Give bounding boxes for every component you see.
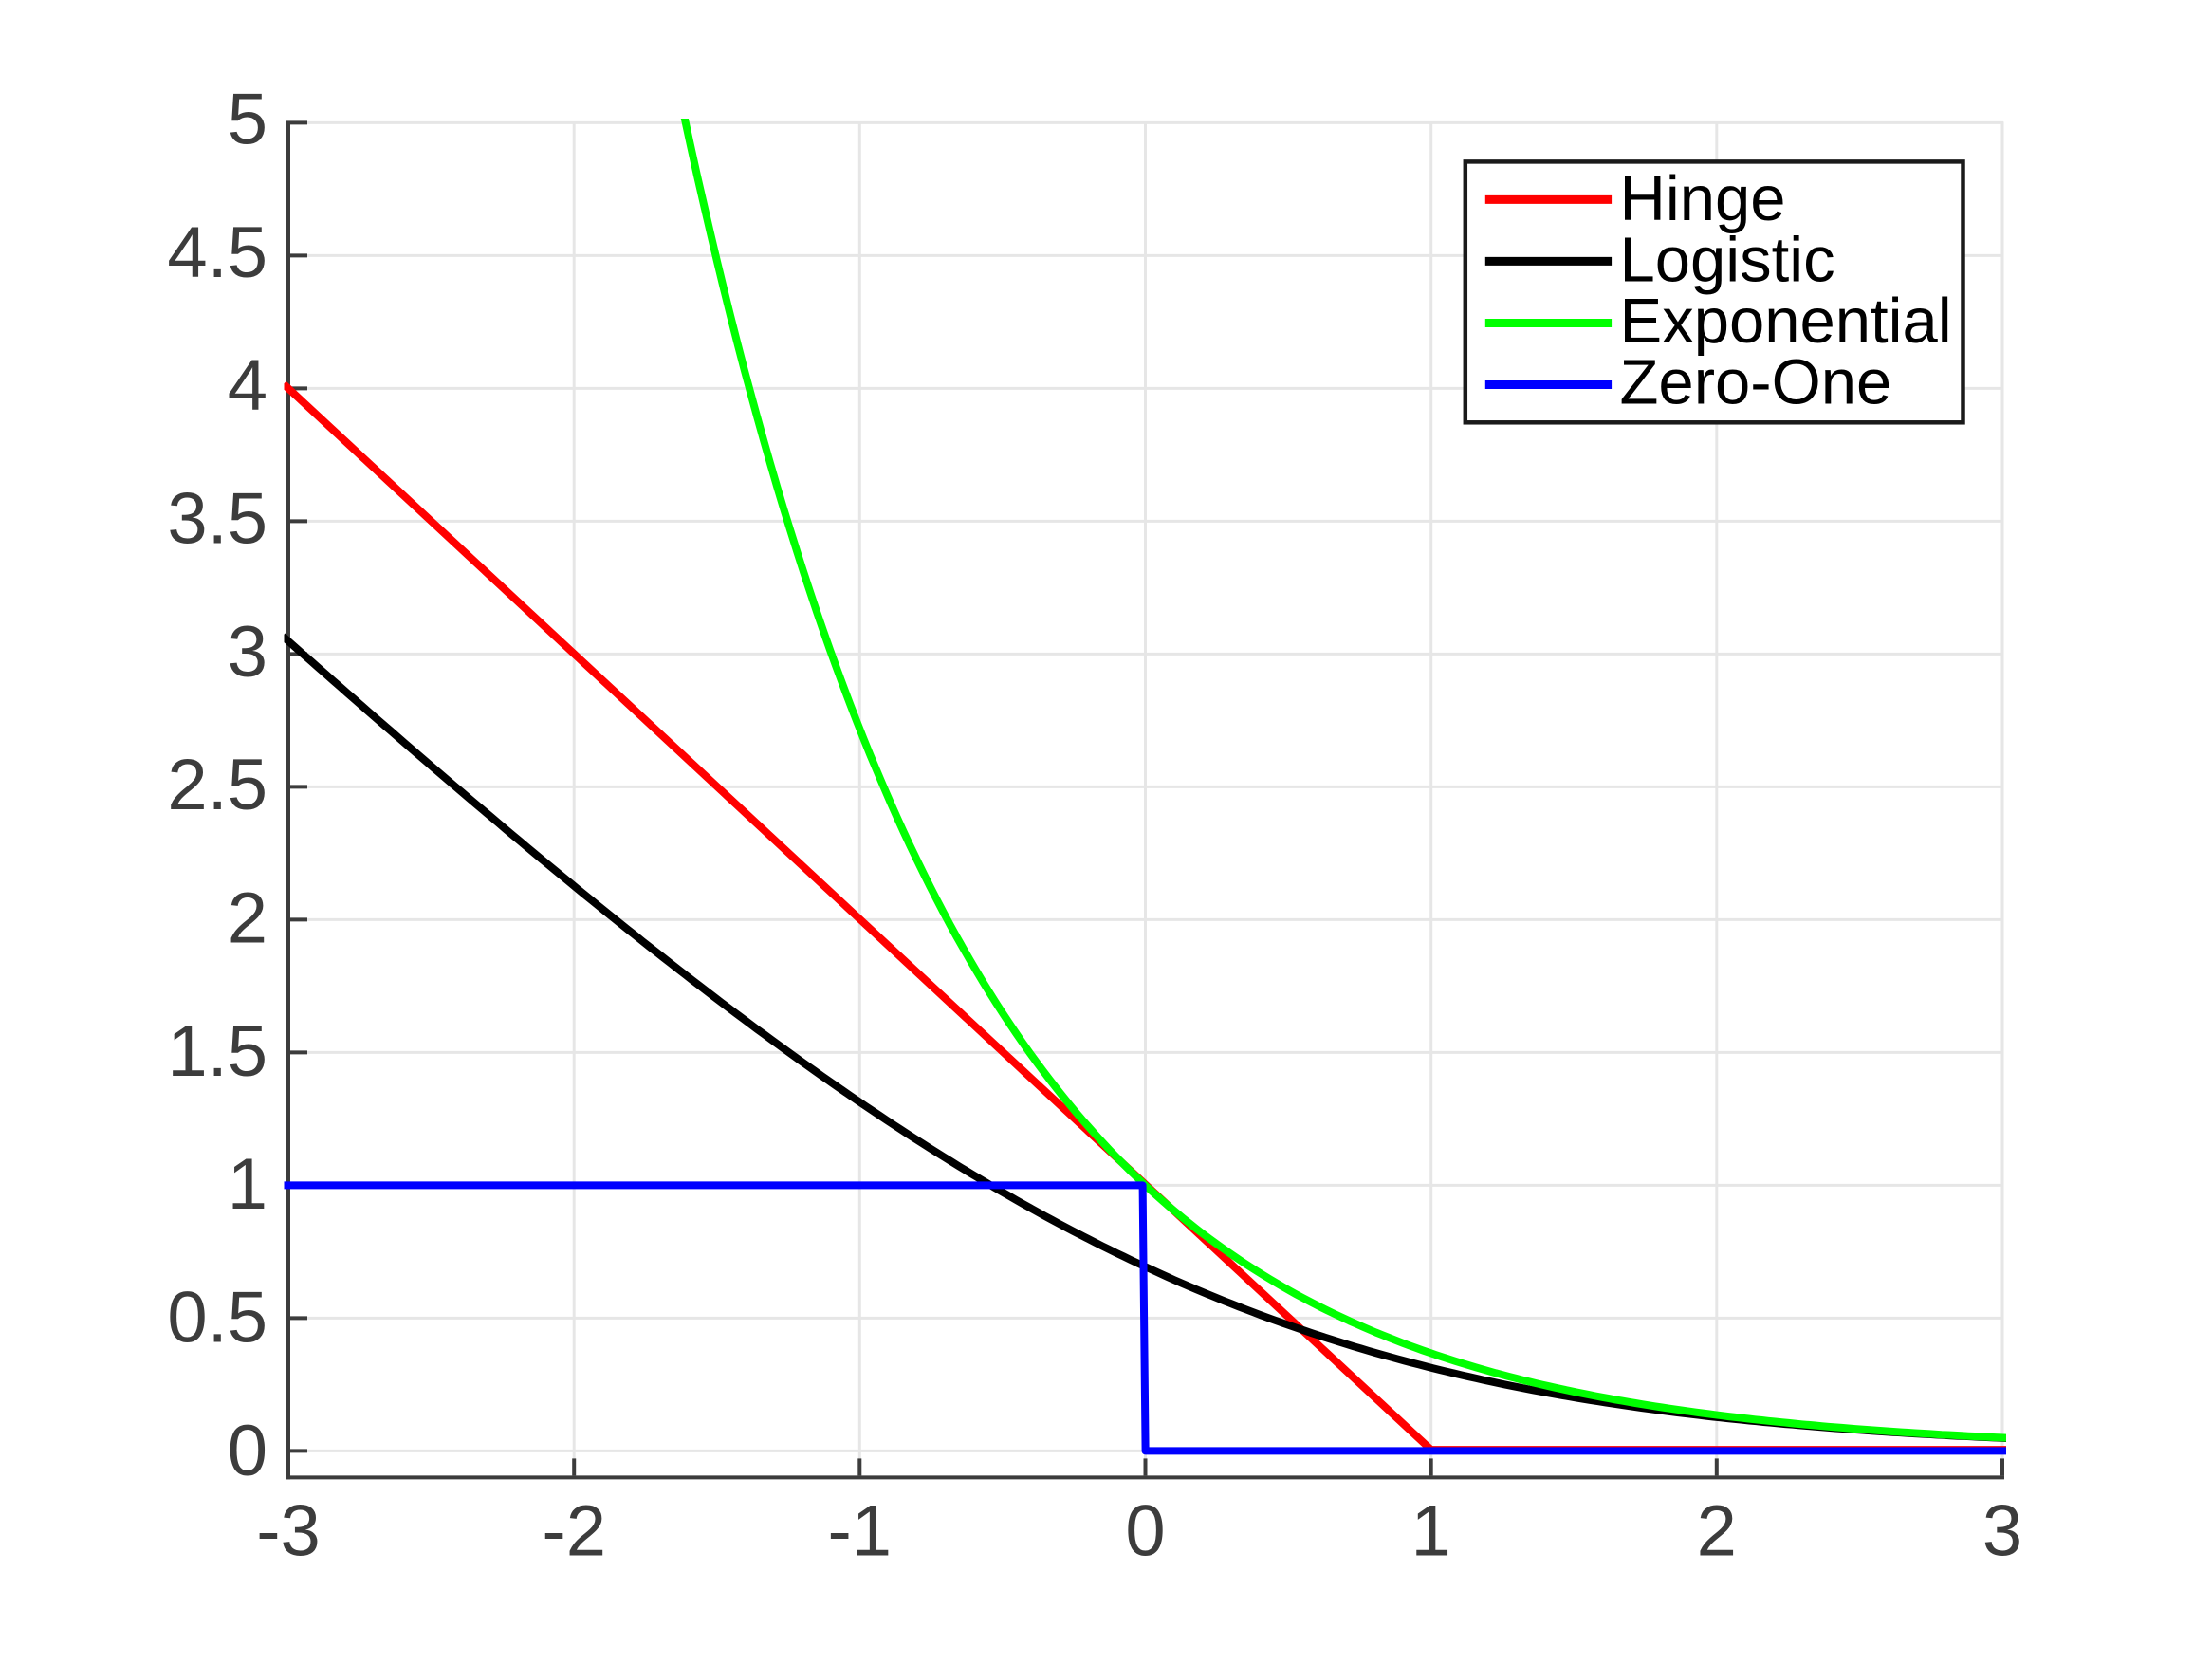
svg-text:Exponential: Exponential xyxy=(1620,286,1952,357)
svg-text:Zero-One: Zero-One xyxy=(1620,346,1892,417)
svg-text:3: 3 xyxy=(1982,1491,2022,1572)
svg-text:2.5: 2.5 xyxy=(167,745,267,825)
svg-text:0: 0 xyxy=(228,1411,267,1491)
svg-text:-2: -2 xyxy=(542,1491,606,1572)
svg-text:-3: -3 xyxy=(256,1491,321,1572)
svg-text:2: 2 xyxy=(228,878,267,959)
svg-text:3: 3 xyxy=(228,612,267,693)
svg-text:Logistic: Logistic xyxy=(1620,224,1835,295)
svg-text:Hinge: Hinge xyxy=(1620,163,1786,234)
svg-text:-1: -1 xyxy=(828,1491,893,1572)
svg-text:5: 5 xyxy=(228,80,267,160)
svg-text:4.5: 4.5 xyxy=(167,213,267,293)
svg-text:1: 1 xyxy=(228,1144,267,1225)
svg-text:2: 2 xyxy=(1697,1491,1737,1572)
svg-text:4: 4 xyxy=(228,345,267,426)
svg-text:1.5: 1.5 xyxy=(167,1011,267,1092)
svg-text:1: 1 xyxy=(1411,1491,1451,1572)
svg-text:0.5: 0.5 xyxy=(167,1278,267,1359)
svg-text:0: 0 xyxy=(1125,1491,1165,1572)
svg-text:3.5: 3.5 xyxy=(167,479,267,560)
